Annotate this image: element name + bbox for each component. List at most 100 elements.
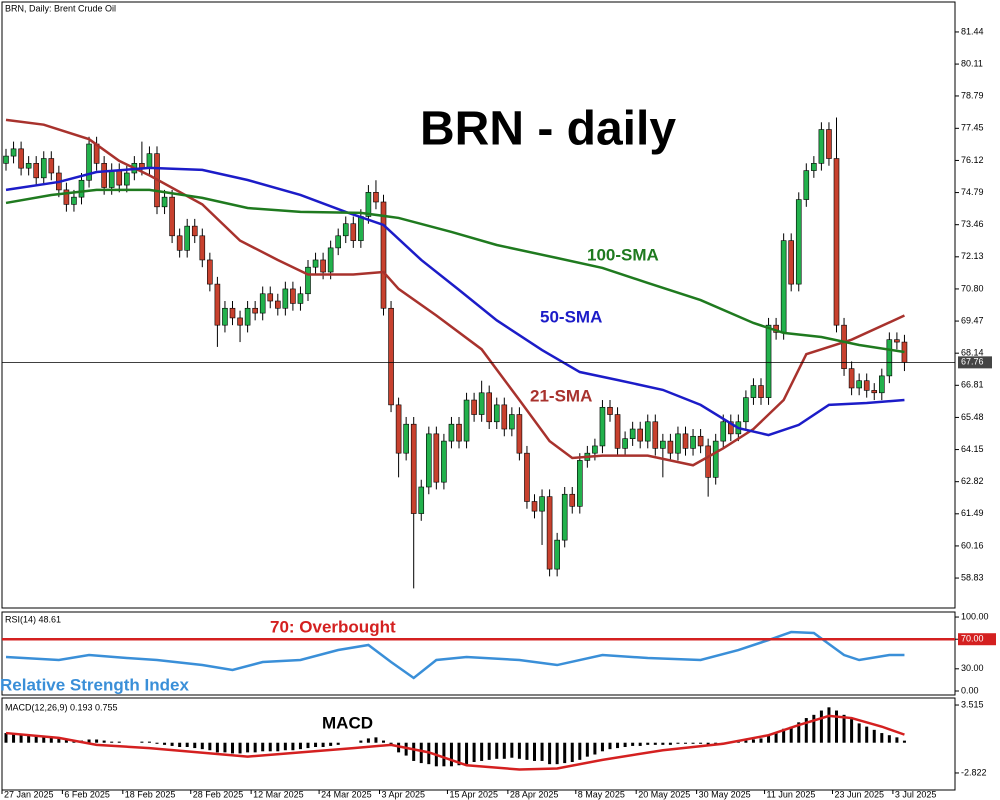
candle-body [803,170,810,200]
macd-bar [374,737,378,743]
macd-bar [95,739,99,743]
macd-bar [87,739,91,743]
candle-body [886,339,893,377]
macd-bar [215,742,219,753]
macd-bar [329,742,333,746]
y-tick-label: 62.82 [961,476,984,486]
macd-bar [623,742,627,748]
main-frame [1,1,956,609]
candle-body [622,438,628,449]
candle-body [712,440,719,478]
macd-bar [359,740,363,743]
candle-body [637,428,644,442]
candle-body [795,199,802,285]
candle-body [516,414,523,454]
candle-body [191,225,198,237]
candle-body [267,293,274,302]
candle-body [524,452,530,502]
candle-body [305,266,311,295]
candle-body [184,225,190,251]
macd-bar [774,733,778,743]
candle-body [848,368,855,389]
macd-bar [163,742,167,745]
candle-body [493,404,500,423]
macd-bar [404,742,408,756]
candle-body [614,414,621,449]
x-tick-label: 3 Jul 2025 [895,789,937,799]
candle-body [161,196,168,208]
candle-body [569,493,576,507]
macd-bar [510,742,514,758]
macd-bar [64,739,68,743]
candle-body [418,486,425,514]
candle-body [826,129,832,159]
candle-body [463,399,470,442]
rsi-line [5,630,905,680]
macd-bar [283,742,287,751]
macd-bar [200,742,204,750]
macd-bar [140,741,144,743]
candle-body [743,397,749,423]
y-tick-label: 72.13 [961,251,984,261]
macd-bar [872,729,876,743]
candle-body [244,307,251,326]
candle-body [282,288,289,309]
candle-body [697,435,704,447]
candle-body [207,259,213,285]
y-tick-label: 70.00 [961,634,984,644]
y-tick-label: 69.47 [961,315,984,325]
macd-bar [827,707,831,743]
candle-body [342,223,349,237]
macd-bar [246,742,250,753]
macd-bar [646,742,650,745]
macd-bar [706,742,710,745]
macd-bar [57,738,61,743]
macd-bar [442,742,446,767]
y-tick-label: 58.83 [961,572,984,582]
x-tick-label: 3 Apr 2025 [382,789,426,799]
macd-bar [147,741,151,743]
candle-body [456,423,462,442]
macd-bar [616,742,620,749]
candle-body [576,460,583,507]
rsi-frame [1,611,956,696]
macd-bar [857,723,861,743]
macd-bar [336,742,340,745]
x-tick-label: 24 Mar 2025 [321,789,372,799]
macd-bar [661,742,665,745]
macd-bar [155,742,159,744]
macd-bar [540,742,544,761]
y-tick-label: 76.12 [961,155,984,165]
macd-bar [102,740,106,743]
macd-bar [298,742,302,750]
macd-bar [653,742,657,745]
candle-body [471,399,477,415]
candle-body [78,179,85,198]
candle-body [18,148,24,169]
candle-body [660,440,666,449]
candle-body [720,421,727,442]
candle-body [727,421,734,435]
macd-bar [480,742,484,761]
macd-bar [117,741,121,743]
x-tick-label: 28 Feb 2025 [193,789,244,799]
macd-bar [27,735,31,743]
last-price-label: 67.76 [961,357,984,367]
candle-body [448,423,455,442]
candle-body [652,421,659,449]
macd-bar [880,733,884,743]
macd-bar [548,742,552,765]
x-tick-label: 30 May 2025 [699,789,751,799]
x-tick-label: 20 May 2025 [638,789,690,799]
macd-bar [525,742,529,760]
macd-bar [487,742,491,760]
macd-bar [887,735,891,743]
macd-bar [193,742,197,749]
macd-bar [850,719,854,743]
macd-bar [865,726,869,743]
macd-bar [842,714,846,743]
macd-bar [668,742,672,745]
macd-bar [110,741,114,743]
candle-body [124,172,130,186]
macd-bar [563,742,567,764]
